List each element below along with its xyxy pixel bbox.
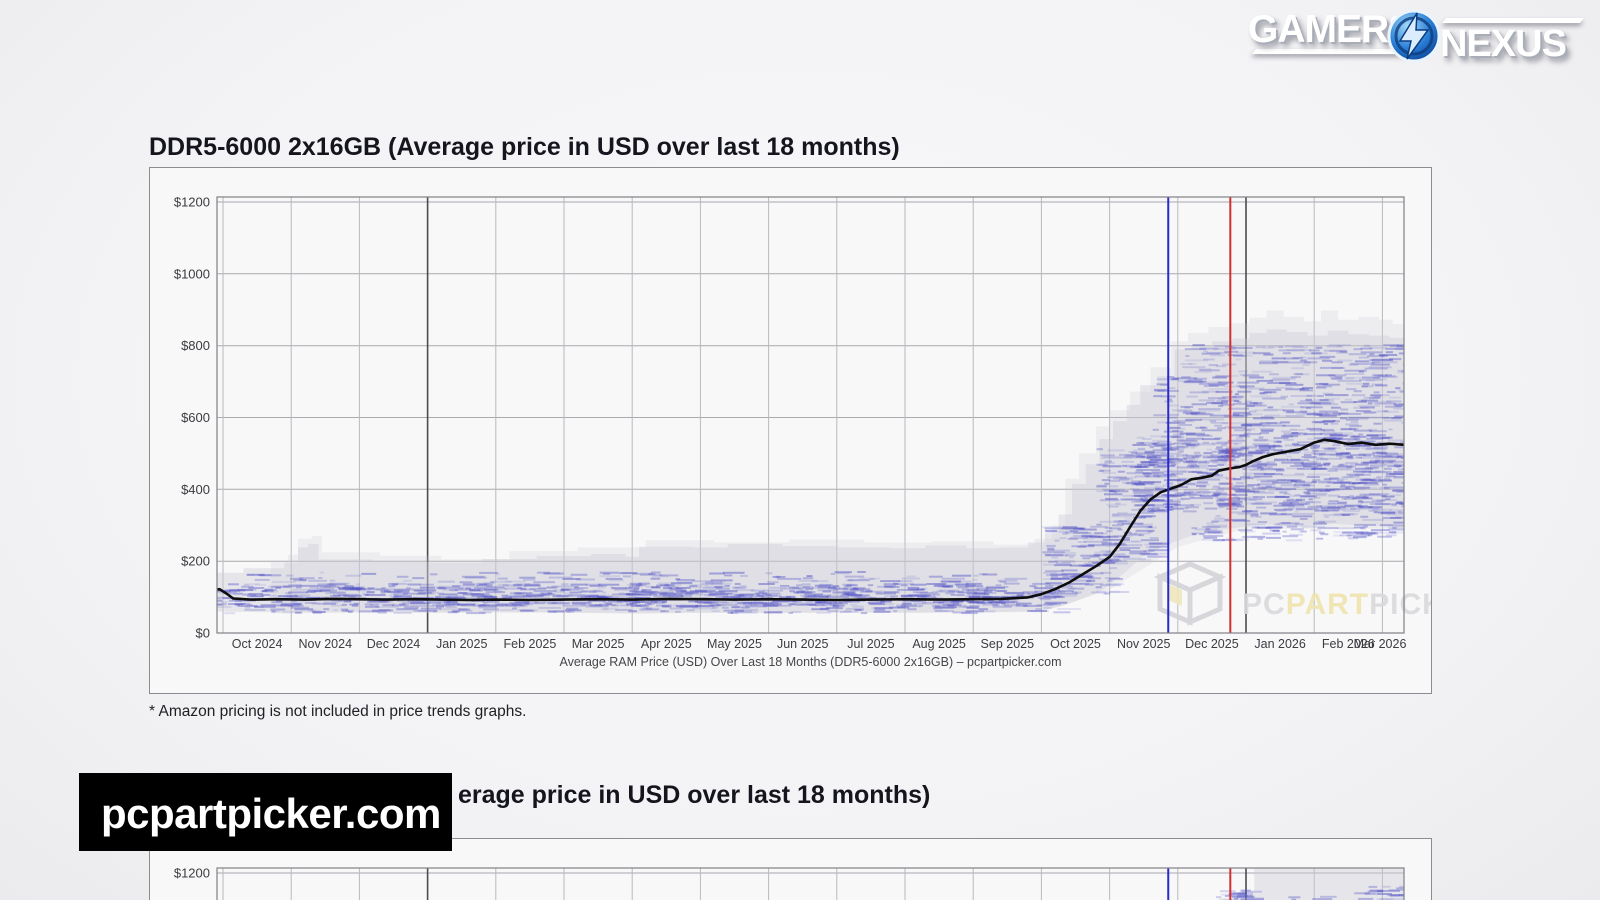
svg-text:May 2025: May 2025 bbox=[707, 637, 762, 651]
svg-text:$400: $400 bbox=[181, 482, 210, 497]
svg-text:$800: $800 bbox=[181, 338, 210, 353]
svg-text:Dec 2025: Dec 2025 bbox=[1185, 637, 1239, 651]
svg-text:Jan 2026: Jan 2026 bbox=[1254, 637, 1305, 651]
price-scatter-points bbox=[1215, 885, 1404, 900]
svg-text:Mar 2025: Mar 2025 bbox=[572, 637, 625, 651]
svg-text:PCPARTPICKER: PCPARTPICKER bbox=[1242, 588, 1431, 621]
pcpartpicker-watermark: PCPARTPICKER bbox=[1153, 561, 1431, 626]
price-scatter-points bbox=[217, 344, 1404, 615]
plot-border bbox=[216, 196, 1405, 634]
svg-text:Feb 2026: Feb 2026 bbox=[1322, 637, 1375, 651]
y-gridlines bbox=[217, 201, 1404, 634]
logo-text-nexus: NEXUS bbox=[1440, 23, 1567, 65]
svg-text:$200: $200 bbox=[181, 554, 210, 569]
svg-text:$1200: $1200 bbox=[174, 195, 210, 210]
x-axis-labels: Oct 2024 Nov 2024 Dec 2024 Jan 2025 Feb 2025… bbox=[232, 637, 1407, 651]
gamers-nexus-logo: GAMERS NEXUS bbox=[1240, 6, 1585, 68]
svg-text:Mar 2026: Mar 2026 bbox=[1354, 637, 1407, 651]
logo-text-gamers: GAMERS bbox=[1248, 8, 1414, 51]
svg-text:Nov 2025: Nov 2025 bbox=[1117, 637, 1171, 651]
y-axis-labels: $1200 bbox=[174, 866, 210, 881]
plot-border bbox=[216, 867, 1405, 900]
price-range-band bbox=[217, 310, 1404, 614]
svg-text:$1200: $1200 bbox=[174, 866, 210, 881]
svg-text:Oct 2024: Oct 2024 bbox=[232, 637, 283, 651]
chart2-plot: $1200 bbox=[174, 866, 1405, 900]
x-gridlines bbox=[222, 197, 1383, 633]
y-axis-labels: $0 $200 $400 $600 $800 $1000 $1200 bbox=[174, 195, 210, 641]
svg-text:$600: $600 bbox=[181, 410, 210, 425]
svg-text:$1000: $1000 bbox=[174, 266, 210, 281]
gn-globe-icon bbox=[1386, 8, 1442, 64]
svg-text:Oct 2025: Oct 2025 bbox=[1050, 637, 1101, 651]
svg-text:Apr 2025: Apr 2025 bbox=[641, 637, 692, 651]
svg-text:Aug 2025: Aug 2025 bbox=[912, 637, 966, 651]
svg-text:Jul 2025: Jul 2025 bbox=[847, 637, 894, 651]
price-range-band bbox=[1188, 868, 1404, 900]
svg-text:Dec 2024: Dec 2024 bbox=[367, 637, 421, 651]
svg-text:Jun 2025: Jun 2025 bbox=[777, 637, 828, 651]
pcpartpicker-overlay-box: pcpartpicker.com bbox=[79, 773, 452, 851]
svg-text:$0: $0 bbox=[196, 626, 210, 641]
amazon-footnote: * Amazon pricing is not included in pric… bbox=[149, 703, 527, 720]
svg-text:Sep 2025: Sep 2025 bbox=[981, 637, 1035, 651]
chart2-title-visible-fragment: erage price in USD over last 18 months) bbox=[458, 781, 931, 809]
svg-text:Jan 2025: Jan 2025 bbox=[436, 637, 487, 651]
svg-text:Feb 2025: Feb 2025 bbox=[503, 637, 556, 651]
svg-text:Nov 2024: Nov 2024 bbox=[299, 637, 353, 651]
chart-caption: Average RAM Price (USD) Over Last 18 Mon… bbox=[559, 655, 1061, 669]
chart1-title: DDR5-6000 2x16GB (Average price in USD o… bbox=[149, 133, 900, 161]
chart1-frame: PCPARTPICKER $0 $200 $400 $600 $800 $1000 $1200… bbox=[149, 167, 1432, 694]
average-price-line bbox=[217, 438, 1404, 602]
chart1-plot: PCPARTPICKER $0 $200 $400 $600 $800 $1000 $1200… bbox=[174, 195, 1431, 670]
